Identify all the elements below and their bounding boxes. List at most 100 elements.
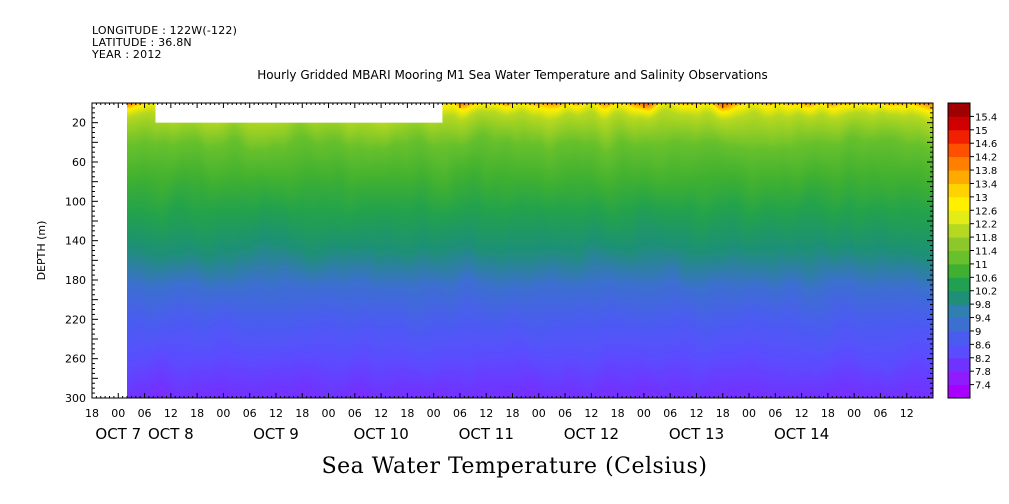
y-tick-label: 220 <box>65 313 86 326</box>
colorbar-label: 13.4 <box>975 179 997 190</box>
colorbar-label: 7.4 <box>975 381 991 392</box>
x-tick-label: 06 <box>348 407 362 420</box>
x-tick-label: 12 <box>269 407 283 420</box>
y-tick-label: 140 <box>65 235 86 248</box>
y-tick-label: 100 <box>65 195 86 208</box>
x-day-label: OCT 13 <box>669 425 724 443</box>
longitude-label: LONGITUDE : 122W(-122) <box>92 24 238 37</box>
colorbar-segment <box>948 143 970 158</box>
x-day-label: OCT 14 <box>774 425 829 443</box>
colorbar-segment <box>948 290 970 305</box>
x-day-label: OCT 7 <box>95 425 141 443</box>
colorbar-label: 15.4 <box>975 112 997 123</box>
colorbar-label: 8.2 <box>975 354 991 365</box>
colorbar-segment <box>948 116 970 131</box>
x-tick-label: 12 <box>795 407 809 420</box>
x-tick-label: 12 <box>164 407 178 420</box>
y-tick-label: 60 <box>72 156 86 169</box>
x-tick-label: 00 <box>322 407 336 420</box>
colorbar-label: 7.8 <box>975 367 991 378</box>
colorbar-segment <box>948 183 970 198</box>
colorbar-segment <box>948 263 970 278</box>
x-tick-label: 06 <box>768 407 782 420</box>
x-tick-label: 12 <box>479 407 493 420</box>
colorbar-segment <box>948 384 970 399</box>
x-tick-label: 18 <box>716 407 730 420</box>
x-day-label: OCT 12 <box>564 425 619 443</box>
colorbar-segment <box>948 304 970 319</box>
x-tick-label: 18 <box>506 407 520 420</box>
colorbar-segment <box>948 129 970 144</box>
chart: 20 60 100 140 180 220 260 300 DEPTH (m) 18 00 06 12 1… <box>35 102 997 443</box>
x-axis-title: Sea Water Temperature (Celsius) <box>321 454 708 479</box>
missing-data-region <box>155 103 443 123</box>
latitude-label: LATITUDE : 36.8N <box>92 36 192 49</box>
x-day-label: OCT 10 <box>353 425 408 443</box>
y-axis-label: DEPTH (m) <box>35 221 48 281</box>
colorbar-label: 11 <box>975 260 988 271</box>
colorbar-segment <box>948 371 970 386</box>
colorbar-label: 13.8 <box>975 166 997 177</box>
colorbar-segment <box>948 344 970 359</box>
x-tick-label: 18 <box>400 407 414 420</box>
x-tick-label: 06 <box>453 407 467 420</box>
x-day-label: OCT 11 <box>459 425 514 443</box>
chart-title: Hourly Gridded MBARI Mooring M1 Sea Wate… <box>257 68 768 82</box>
colorbar-segment <box>948 170 970 184</box>
x-tick-label: 06 <box>663 407 677 420</box>
colorbar-label: 15 <box>975 126 988 137</box>
colorbar-label: 9.8 <box>975 300 991 311</box>
colorbar-segment <box>948 156 970 171</box>
colorbar-label: 12.6 <box>975 206 997 217</box>
x-tick-label: 18 <box>190 407 204 420</box>
colorbar-label: 11.8 <box>975 233 997 244</box>
x-tick-label: 18 <box>611 407 625 420</box>
temperature-field <box>127 103 933 398</box>
colorbar-segment <box>948 210 970 225</box>
x-day-label: OCT 8 <box>148 425 194 443</box>
x-tick-label: 00 <box>427 407 441 420</box>
colorbar-label: 13 <box>975 193 988 204</box>
y-tick-label: 180 <box>65 274 86 287</box>
colorbar-segment <box>948 317 970 332</box>
x-tick-label: 12 <box>689 407 703 420</box>
x-tick-label: 18 <box>821 407 835 420</box>
colorbar-label: 9 <box>975 327 981 338</box>
colorbar-label: 10.6 <box>975 273 997 284</box>
colorbar-label: 10.2 <box>975 287 997 298</box>
x-tick-label: 18 <box>85 407 99 420</box>
y-tick-label: 300 <box>65 392 86 405</box>
x-tick-label: 06 <box>138 407 152 420</box>
colorbar-label: 9.4 <box>975 314 991 325</box>
year-label: YEAR : 2012 <box>92 48 162 61</box>
colorbar-segment <box>948 237 970 251</box>
colorbar-segment <box>948 357 970 372</box>
colorbar-segment <box>948 277 970 292</box>
colorbar-label: 14.2 <box>975 153 997 164</box>
x-tick-label: 12 <box>584 407 598 420</box>
colorbar-label: 12.2 <box>975 220 997 231</box>
colorbar-segment <box>948 223 970 238</box>
x-tick-label: 00 <box>847 407 861 420</box>
x-day-label: OCT 9 <box>253 425 299 443</box>
x-tick-label: 06 <box>558 407 572 420</box>
y-tick-label: 20 <box>72 117 86 130</box>
colorbar-segment <box>948 330 970 345</box>
x-tick-label: 00 <box>216 407 230 420</box>
x-tick-label: 00 <box>111 407 125 420</box>
colorbar-segment <box>948 103 970 117</box>
x-tick-label: 00 <box>742 407 756 420</box>
x-tick-label: 06 <box>873 407 887 420</box>
x-tick-label: 06 <box>243 407 257 420</box>
colorbar-segment <box>948 196 970 211</box>
x-tick-label: 00 <box>532 407 546 420</box>
x-tick-label: 12 <box>900 407 914 420</box>
x-tick-label: 00 <box>637 407 651 420</box>
x-tick-label: 12 <box>374 407 388 420</box>
colorbar-segment <box>948 250 970 265</box>
colorbar-label: 8.6 <box>975 340 991 351</box>
colorbar-label: 14.6 <box>975 139 997 150</box>
y-tick-label: 260 <box>65 353 86 366</box>
x-tick-label: 18 <box>295 407 309 420</box>
colorbar-label: 11.4 <box>975 247 997 258</box>
